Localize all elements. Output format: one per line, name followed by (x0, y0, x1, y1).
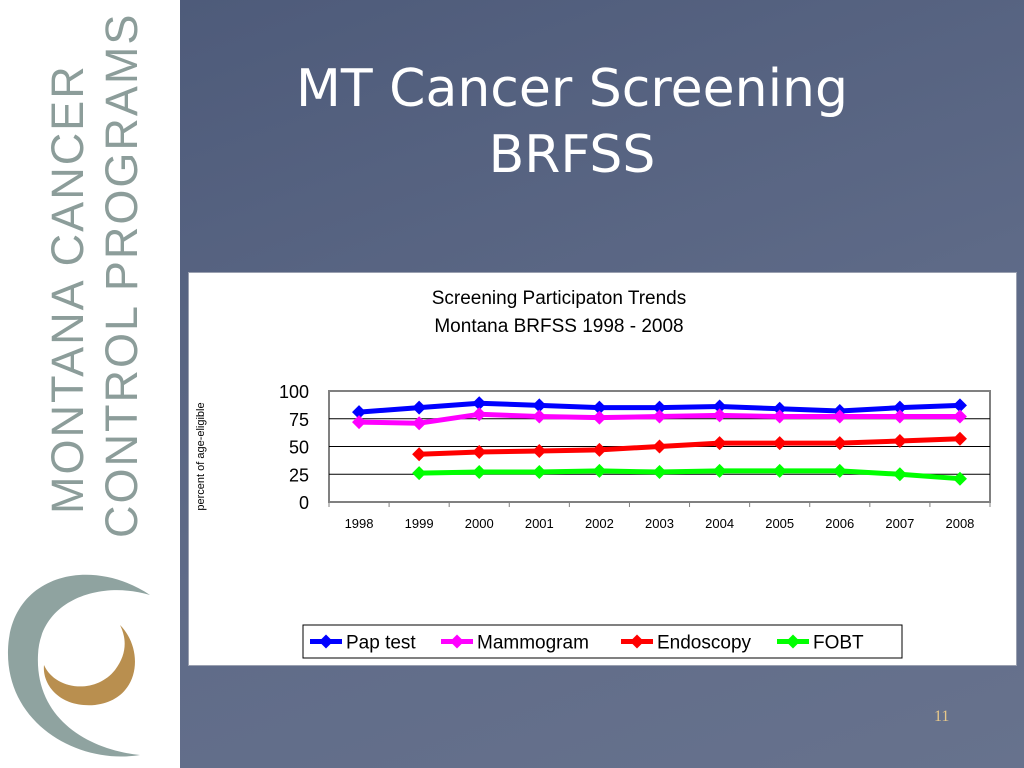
chart-container: Screening Participaton Trends Montana BRF… (188, 272, 1017, 666)
title-line1: MT Cancer Screening (296, 59, 848, 119)
series-line-fobt (419, 468, 961, 482)
data-point-mammogram (412, 416, 427, 431)
chart-subtitle: Montana BRFSS 1998 - 2008 (434, 316, 683, 337)
sidebar: MONTANA CANCER CONTROL PROGRAMS (0, 0, 180, 768)
x-tick-label: 2002 (585, 516, 614, 531)
data-point-endoscopy (652, 439, 667, 454)
x-tick-label: 1999 (405, 516, 434, 531)
data-point-mammogram (472, 407, 487, 422)
slide-title: MT Cancer Screening BRFSS (280, 56, 864, 188)
data-point-fobt (412, 466, 427, 481)
data-point-endoscopy (472, 445, 487, 460)
x-tick-label: 2005 (765, 516, 794, 531)
series-line-endoscopy (419, 436, 961, 457)
swirl-logo-icon (7, 574, 151, 757)
x-tick-label: 2008 (945, 516, 974, 531)
x-tick-label: 1998 (345, 516, 374, 531)
data-point-fobt (772, 463, 787, 478)
data-point-pap-test (952, 398, 967, 413)
data-point-mammogram (352, 415, 367, 430)
data-point-pap-test (772, 401, 787, 416)
data-point-mammogram (832, 409, 847, 424)
data-point-endoscopy (712, 436, 727, 451)
data-point-endoscopy (412, 447, 427, 462)
y-axis-label: percent of age-eligible (195, 402, 207, 510)
brand-text-line1: MONTANA CANCER (42, 64, 93, 514)
legend-label-pap-test: Pap test (346, 633, 416, 654)
y-tick-label: 50 (289, 438, 309, 458)
data-point-fobt (472, 465, 487, 480)
legend-marker-endoscopy (630, 634, 644, 649)
y-tick-label: 100 (279, 382, 309, 402)
data-point-pap-test (532, 398, 547, 413)
data-point-endoscopy (832, 436, 847, 451)
x-tick-label: 2001 (525, 516, 554, 531)
page-number: 11 (934, 708, 950, 725)
data-point-endoscopy (952, 431, 967, 446)
data-point-mammogram (712, 408, 727, 423)
data-point-pap-test (472, 396, 487, 411)
data-point-fobt (592, 463, 607, 478)
x-tick-label: 2000 (465, 516, 494, 531)
x-tick-label: 2007 (885, 516, 914, 531)
data-point-mammogram (952, 409, 967, 424)
data-point-pap-test (352, 405, 367, 420)
data-point-mammogram (652, 409, 667, 424)
data-point-fobt (952, 471, 967, 486)
data-point-fobt (892, 467, 907, 482)
data-point-endoscopy (772, 436, 787, 451)
y-tick-label: 25 (289, 465, 309, 485)
legend-label-fobt: FOBT (813, 633, 864, 654)
data-point-pap-test (892, 400, 907, 415)
data-point-pap-test (412, 400, 427, 415)
x-tick-label: 2004 (705, 516, 734, 531)
legend-marker-mammogram (450, 634, 464, 649)
brand-text-line2: CONTROL PROGRAMS (96, 12, 147, 538)
legend-label-mammogram: Mammogram (477, 633, 589, 654)
data-point-fobt (652, 465, 667, 480)
data-point-mammogram (892, 409, 907, 424)
data-point-fobt (532, 465, 547, 480)
legend-label-endoscopy: Endoscopy (657, 633, 752, 654)
data-point-endoscopy (892, 433, 907, 448)
data-point-pap-test (592, 400, 607, 415)
title-line2: BRFSS (488, 125, 656, 185)
data-point-endoscopy (532, 443, 547, 458)
data-point-mammogram (592, 410, 607, 425)
x-tick-label: 2003 (645, 516, 674, 531)
data-point-pap-test (652, 400, 667, 415)
x-tick-label: 2006 (825, 516, 854, 531)
data-point-mammogram (532, 409, 547, 424)
legend-marker-pap-test (319, 634, 333, 649)
y-tick-label: 0 (299, 493, 309, 513)
data-point-pap-test (712, 399, 727, 414)
legend-marker-fobt (786, 634, 800, 649)
data-point-fobt (712, 463, 727, 478)
line-chart: Screening Participaton Trends Montana BRF… (195, 288, 991, 659)
chart-title: Screening Participaton Trends (432, 288, 687, 309)
data-point-endoscopy (592, 442, 607, 457)
data-point-mammogram (772, 409, 787, 424)
data-point-fobt (832, 463, 847, 478)
y-tick-label: 75 (289, 410, 309, 430)
